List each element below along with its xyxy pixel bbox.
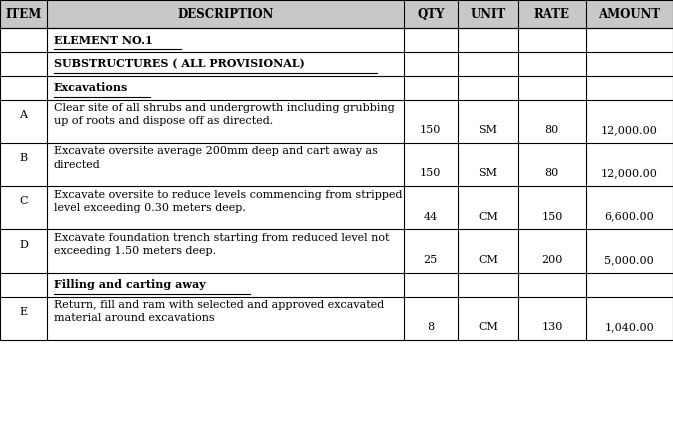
Text: AMOUNT: AMOUNT [598, 7, 660, 21]
Text: SM: SM [479, 168, 497, 178]
Text: 25: 25 [423, 255, 438, 265]
Text: SUBSTRUCTURES ( ALL PROVISIONAL): SUBSTRUCTURES ( ALL PROVISIONAL) [54, 58, 305, 69]
Text: UNIT: UNIT [470, 7, 505, 21]
Text: Excavations: Excavations [54, 82, 129, 93]
Text: 5,000.00: 5,000.00 [604, 255, 654, 265]
Text: DESCRIPTION: DESCRIPTION [177, 7, 274, 21]
Text: Filling and carting away: Filling and carting away [54, 279, 205, 290]
Text: Clear site of all shrubs and undergrowth including grubbing
up of roots and disp: Clear site of all shrubs and undergrowth… [54, 103, 394, 126]
Text: 200: 200 [541, 255, 563, 265]
Text: 12,000.00: 12,000.00 [601, 125, 658, 135]
Text: CM: CM [478, 255, 498, 265]
Text: 8: 8 [427, 322, 434, 332]
Text: Excavate oversite to reduce levels commencing from stripped
level exceeding 0.30: Excavate oversite to reduce levels comme… [54, 190, 402, 213]
Text: 12,000.00: 12,000.00 [601, 168, 658, 178]
Text: 1,040.00: 1,040.00 [604, 322, 654, 332]
Text: CM: CM [478, 322, 498, 332]
Text: 80: 80 [544, 168, 559, 178]
Text: 130: 130 [541, 322, 563, 332]
Text: B: B [20, 153, 28, 163]
Text: 150: 150 [420, 125, 441, 135]
Text: C: C [20, 196, 28, 207]
Text: 80: 80 [544, 125, 559, 135]
Text: 150: 150 [541, 211, 563, 222]
Text: E: E [20, 307, 28, 317]
Text: RATE: RATE [534, 7, 570, 21]
Text: 6,600.00: 6,600.00 [604, 211, 654, 222]
Text: CM: CM [478, 211, 498, 222]
Text: 150: 150 [420, 168, 441, 178]
Text: ITEM: ITEM [5, 7, 42, 21]
Text: Excavate oversite average 200mm deep and cart away as
directed: Excavate oversite average 200mm deep and… [54, 146, 378, 170]
Text: D: D [19, 239, 28, 250]
Text: A: A [20, 110, 28, 120]
Text: 44: 44 [423, 211, 438, 222]
Bar [0, 0, 673, 28]
Text: QTY: QTY [417, 7, 444, 21]
Text: Return, fill and ram with selected and approved excavated
material around excava: Return, fill and ram with selected and a… [54, 300, 384, 323]
Text: SM: SM [479, 125, 497, 135]
Text: Excavate foundation trench starting from reduced level not
exceeding 1.50 meters: Excavate foundation trench starting from… [54, 233, 390, 256]
Text: ELEMENT NO.1: ELEMENT NO.1 [54, 35, 153, 45]
